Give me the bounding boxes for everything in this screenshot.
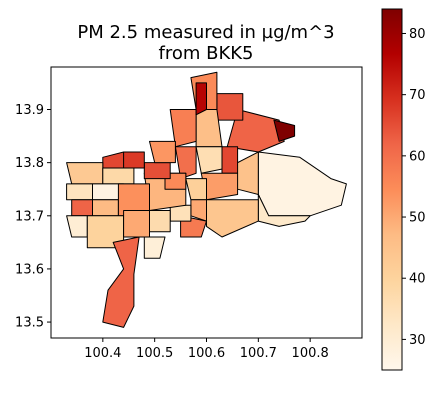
district-nong-khaem — [67, 216, 88, 237]
district-nong-chok — [258, 152, 346, 216]
district-bang-khen — [196, 110, 222, 147]
y-tick-label: 13.8 — [15, 156, 44, 171]
colorbar-tick-label: 30 — [409, 333, 426, 348]
x-axis: 100.4 100.5 100.6 100.7 100.8 — [84, 338, 329, 361]
colorbar-tick-label: 80 — [409, 27, 426, 42]
district-bang-kapi — [186, 179, 207, 200]
x-tick-label: 100.8 — [292, 346, 329, 361]
x-tick-label: 100.5 — [136, 346, 173, 361]
colorbar-tick-label: 70 — [409, 88, 426, 103]
y-tick-label: 13.5 — [15, 316, 44, 331]
district-bang-khun-thian — [103, 237, 139, 327]
district-west-strip — [103, 152, 124, 168]
district-rat-burana — [150, 211, 171, 232]
x-tick-label: 100.6 — [188, 346, 225, 361]
district-north-strip — [196, 83, 206, 115]
district-bang-sue — [150, 141, 176, 162]
y-tick-label: 13.9 — [15, 103, 44, 118]
district-kannayao — [222, 147, 238, 174]
district-phasi-charoen — [93, 200, 119, 216]
y-tick-label: 13.6 — [15, 262, 44, 277]
colorbar-tick-label: 50 — [409, 211, 426, 226]
colorbar-tick-label: 60 — [409, 149, 426, 164]
district-taling-chan — [67, 163, 103, 184]
x-tick-label: 100.7 — [240, 346, 277, 361]
district-dusit — [144, 163, 170, 179]
district-chom-thong — [124, 211, 150, 238]
district-west-bang-khae — [72, 200, 93, 216]
district-bang-phlat — [103, 168, 134, 184]
y-tick-label: 13.7 — [15, 209, 44, 224]
district-thawi-watthana — [67, 184, 93, 200]
colorbar-axis: 30 40 50 60 70 80 — [402, 27, 426, 348]
chart-title-line2: from BKK5 — [158, 43, 253, 64]
colorbar-tick-label: 40 — [409, 272, 426, 287]
y-axis: 13.5 13.6 13.7 13.8 13.9 — [15, 103, 51, 331]
district-thung-khru — [144, 237, 165, 258]
colorbar — [382, 9, 402, 370]
map-regions — [67, 72, 347, 327]
chart-title-line1: PM 2.5 measured in µg/m^3 — [77, 22, 334, 43]
district-sai-mai — [217, 94, 243, 121]
x-tick-label: 100.4 — [84, 346, 121, 361]
district-prawet — [207, 200, 259, 237]
district-phra-khanong — [170, 205, 191, 221]
